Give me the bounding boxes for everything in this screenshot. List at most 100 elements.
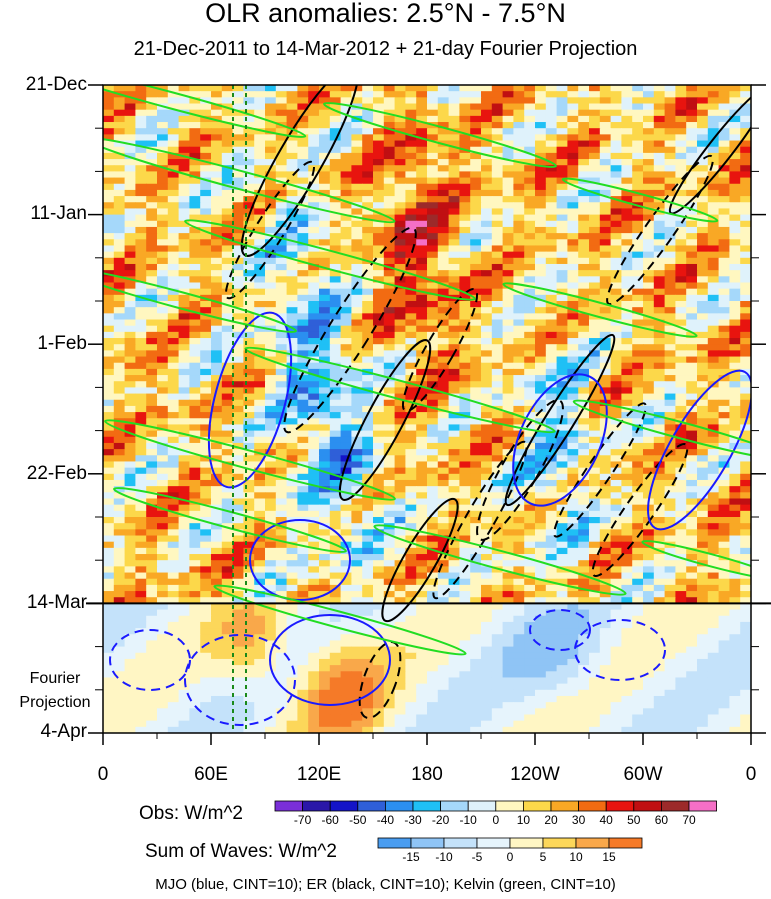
field-cell	[556, 319, 568, 327]
field-cell	[297, 362, 309, 370]
field-cell	[718, 529, 730, 537]
field-cell	[200, 405, 212, 413]
field-cell	[200, 424, 212, 432]
field-cell	[524, 405, 536, 413]
field-cell	[275, 171, 288, 179]
field-cell	[513, 492, 525, 500]
field-cell	[545, 288, 558, 296]
field-cell	[319, 430, 331, 438]
field-cell	[740, 473, 751, 481]
field-cell	[373, 313, 385, 321]
field-cell	[275, 189, 288, 197]
field-cell	[686, 226, 698, 234]
field-cell	[621, 177, 633, 185]
field-cell	[632, 226, 644, 234]
field-cell	[664, 239, 676, 247]
field-cell	[535, 251, 547, 259]
field-cell	[578, 461, 590, 469]
field-cell	[491, 356, 504, 364]
field-cell	[697, 572, 709, 580]
field-cell	[167, 177, 180, 185]
field-cell	[599, 294, 612, 302]
field-cell	[297, 430, 309, 438]
field-cell	[178, 399, 190, 407]
field-cell	[416, 479, 428, 487]
field-cell	[556, 449, 568, 456]
field-cell	[675, 301, 687, 308]
field-cell	[373, 356, 385, 364]
field-cell	[308, 572, 320, 580]
field-cell	[437, 356, 450, 364]
field-cell	[362, 436, 374, 444]
field-cell	[103, 276, 115, 284]
field-cell	[664, 473, 676, 481]
field-cell	[340, 344, 352, 351]
field-cell	[567, 263, 579, 271]
field-cell	[329, 504, 342, 512]
field-cell	[481, 109, 493, 117]
field-cell	[286, 307, 298, 314]
field-cell	[113, 393, 126, 401]
field-cell	[146, 572, 158, 580]
field-cell	[351, 393, 363, 401]
field-cell	[124, 146, 136, 154]
field-cell	[308, 103, 320, 111]
field-cell	[556, 356, 568, 364]
field-cell	[448, 85, 460, 92]
field-cell	[513, 134, 525, 142]
field-cell	[286, 282, 298, 290]
field-cell	[686, 541, 698, 549]
field-cell	[146, 368, 158, 376]
field-cell	[405, 412, 417, 419]
field-cell	[556, 393, 568, 401]
field-cell	[513, 282, 525, 290]
field-cell	[157, 498, 169, 506]
field-cell	[308, 245, 320, 253]
field-cell	[524, 319, 536, 327]
field-cell	[567, 171, 579, 179]
field-cell	[686, 492, 698, 500]
field-cell	[427, 263, 439, 271]
field-cell	[556, 331, 568, 339]
field-cell	[599, 307, 612, 314]
field-cell	[362, 208, 374, 216]
field-cell	[740, 226, 751, 234]
field-cell	[567, 547, 579, 555]
field-cell	[362, 541, 374, 549]
field-cell	[254, 325, 266, 333]
field-cell	[545, 535, 558, 543]
field-cell	[405, 257, 417, 265]
field-cell	[135, 547, 147, 555]
field-cell	[481, 196, 493, 203]
field-cell	[416, 189, 428, 197]
field-cell	[513, 381, 525, 388]
field-cell	[599, 473, 612, 481]
field-cell	[124, 368, 136, 376]
field-cell	[351, 504, 363, 512]
field-cell	[157, 152, 169, 160]
field-cell	[297, 572, 309, 580]
field-cell	[556, 430, 568, 438]
field-cell	[113, 85, 126, 92]
field-cell	[718, 547, 730, 555]
field-cell	[502, 307, 514, 314]
field-cell	[362, 282, 374, 290]
field-cell	[167, 455, 180, 463]
field-cell	[718, 325, 730, 333]
field-cell	[394, 171, 406, 179]
field-cell	[221, 196, 234, 203]
field-cell	[545, 307, 558, 314]
field-cell	[556, 455, 568, 463]
field-cell	[351, 251, 363, 259]
field-cell	[632, 214, 644, 222]
field-cell	[535, 591, 547, 598]
field-cell	[697, 554, 709, 561]
field-cell	[340, 233, 352, 240]
field-cell	[524, 381, 536, 388]
field-cell	[157, 517, 169, 524]
field-cell	[524, 220, 536, 228]
field-cell	[232, 479, 244, 487]
field-cell	[275, 591, 288, 598]
field-cell	[599, 134, 612, 142]
field-cell	[653, 288, 666, 296]
